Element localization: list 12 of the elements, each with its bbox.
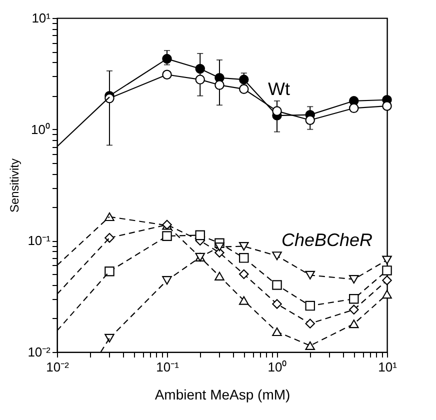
y-tick-label: 10⁻¹ bbox=[28, 233, 52, 248]
x-tick-label: 10⁻¹ bbox=[156, 360, 180, 374]
y-tick-label: 10⁻² bbox=[28, 344, 52, 360]
y-tick-label: 10⁰ bbox=[31, 122, 50, 137]
x-tick-label: 10¹ bbox=[378, 360, 398, 374]
y-tick-label: 10¹ bbox=[32, 10, 52, 26]
annotation: Wt bbox=[268, 79, 290, 99]
x-tick-label: 10⁻² bbox=[46, 360, 70, 374]
y-axis-title: Sensitivity bbox=[8, 158, 22, 213]
annotation: CheBCheR bbox=[281, 230, 373, 250]
x-tick-label: 10⁰ bbox=[268, 360, 288, 374]
x-axis-title: Ambient MeAsp (mM) bbox=[154, 386, 290, 402]
